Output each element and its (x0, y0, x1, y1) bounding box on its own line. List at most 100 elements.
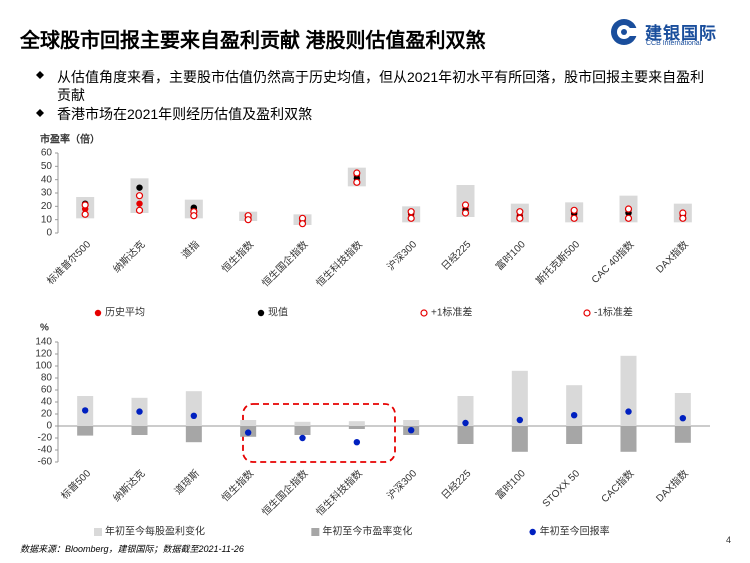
y-tick-label: 80 (41, 373, 53, 384)
bar (511, 426, 528, 452)
x-tick-label: 道琼斯 (171, 467, 201, 497)
slide-title: 全球股市回报主要来自盈利贡献 港股则估值盈利双煞 (20, 30, 486, 52)
legend-swatch (94, 528, 102, 536)
bar (511, 370, 528, 426)
bar (348, 426, 365, 429)
bar (566, 426, 583, 444)
x-tick-label: 恒生指数 (219, 467, 256, 504)
x-tick-label: 斯托克斯500 (533, 237, 583, 287)
legend-label: 历史平均 (105, 307, 145, 319)
x-tick-label: CAC 40指数 (588, 238, 636, 286)
dot (190, 412, 198, 419)
legend-label: 年初至今回报率 (540, 525, 610, 538)
y-tick-label: 0 (46, 421, 52, 432)
x-tick-label: CAC指数 (598, 467, 636, 505)
y-tick-label: 120 (35, 349, 52, 360)
legend-label: 年初至今每股盈利变化 (105, 525, 205, 538)
hollow-dot (570, 214, 578, 222)
dot (81, 407, 89, 414)
hollow-dot (353, 178, 361, 186)
hollow-dot (135, 206, 144, 214)
x-tick-label: 标普500 (58, 466, 93, 501)
dot (625, 408, 632, 415)
x-tick-label: 日经225 (438, 466, 473, 501)
dot (679, 415, 687, 422)
y-tick-label: 0 (46, 228, 52, 239)
hollow-dot (570, 206, 578, 214)
x-tick-label: 恒生国企指数 (259, 467, 311, 519)
bar (566, 385, 583, 426)
dot (516, 416, 524, 424)
logo-name: 建银国际 (645, 24, 717, 43)
x-tick-label: STOXX 50 (541, 468, 583, 510)
dot (244, 429, 252, 436)
bullet-icon (36, 71, 44, 79)
hollow-dot (407, 214, 415, 222)
source-note: 数据来源：Bloomberg，建银国际；数据截至2021-11-26 (20, 544, 244, 554)
dot (299, 434, 306, 442)
y-tick-label: 60 (41, 148, 53, 159)
dot (136, 200, 143, 207)
x-tick-label: DAX指数 (653, 238, 691, 276)
x-tick-label: 恒生国企指数 (259, 238, 311, 290)
legend-swatch (529, 528, 536, 536)
y-tick-label: 40 (41, 397, 53, 408)
hollow-dot (135, 192, 144, 200)
x-tick-label: 日经225 (438, 237, 473, 272)
hollow-dot (624, 214, 633, 222)
x-tick-label: 沪深300 (384, 466, 419, 501)
legend-swatch (311, 528, 320, 536)
bar (348, 421, 365, 426)
legend-swatch (420, 309, 428, 317)
legend-swatch (94, 309, 102, 317)
logo-subtitle: CCB International (646, 40, 702, 47)
hollow-dot (624, 205, 633, 213)
bar (457, 426, 474, 444)
dot (136, 184, 143, 191)
hollow-dot (353, 169, 361, 177)
bullet-icon (36, 109, 44, 117)
legend-label: 年初至今市盈率变化 (322, 525, 412, 538)
y-tick-label: 20 (41, 409, 53, 420)
y-axis-title: % (40, 323, 49, 334)
y-tick-label: -60 (38, 457, 53, 468)
hollow-dot (516, 214, 524, 222)
dot (136, 408, 143, 415)
y-tick-label: 50 (41, 161, 53, 172)
x-tick-label: 富时100 (493, 466, 528, 501)
x-tick-label: 标准普尔500 (44, 237, 94, 287)
bar (403, 420, 420, 426)
x-tick-label: 恒生指数 (219, 238, 256, 275)
legend-swatch (257, 309, 265, 317)
legend-label: +1标准差 (431, 306, 472, 319)
x-tick-label: 纳斯达克 (110, 467, 147, 504)
hollow-dot (461, 201, 470, 209)
logo-mark (611, 19, 638, 45)
y-tick-label: 60 (41, 385, 53, 396)
bar (457, 396, 474, 426)
legend-swatch (583, 309, 591, 317)
bar (620, 355, 637, 426)
bullet-text: 香港市场在2021年则经历估值及盈利双煞 (57, 106, 313, 122)
bar (240, 420, 257, 426)
x-tick-label: 道指 (178, 238, 201, 261)
y-tick-label: 20 (41, 201, 53, 212)
hollow-dot (298, 220, 307, 228)
dot (462, 419, 469, 427)
y-tick-label: 30 (41, 188, 53, 199)
hollow-dot (407, 208, 415, 216)
bar (620, 426, 637, 452)
y-tick-label: 40 (41, 174, 53, 185)
x-tick-label: DAX指数 (653, 467, 691, 505)
dot (570, 412, 578, 419)
bar (294, 421, 311, 426)
hollow-dot (81, 201, 89, 209)
y-tick-label: 10 (41, 214, 53, 225)
bar (131, 426, 148, 435)
x-tick-label: 恒生科技指数 (313, 238, 365, 290)
hollow-dot (516, 208, 524, 216)
hollow-dot (244, 216, 252, 224)
bullet-text: 从估值角度来看，主要股市估值仍然高于历史均值，但从2021年初水平有所回落，股市… (57, 69, 705, 103)
